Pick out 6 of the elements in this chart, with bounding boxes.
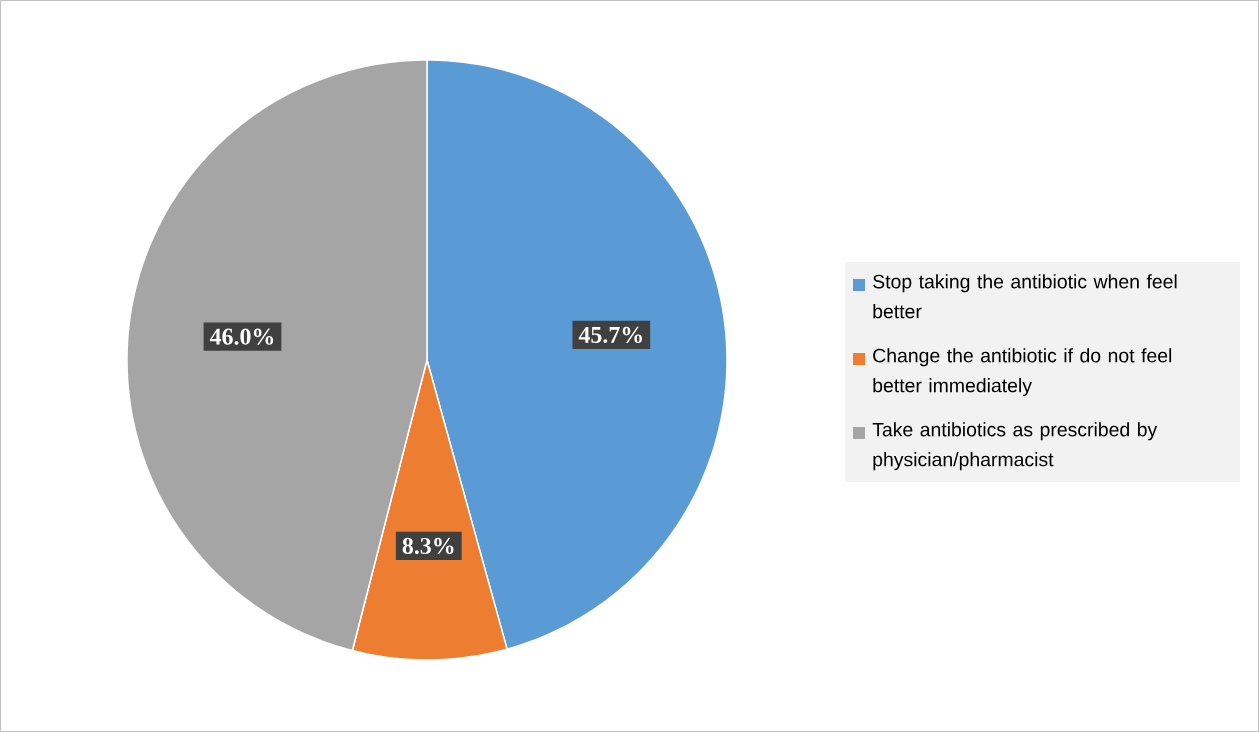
data-label: 45.7%	[578, 326, 642, 344]
legend-label: Take antibiotics as prescribed by physician/pharmacist	[872, 422, 1158, 471]
legend-label: Stop taking the antibiotic when feel better	[873, 274, 1177, 319]
data-label: 8.3%	[402, 537, 454, 555]
data-label: 46.0%	[209, 328, 274, 345]
legend-label: Change the antibiotic if do not feel better immediately	[873, 348, 1172, 397]
